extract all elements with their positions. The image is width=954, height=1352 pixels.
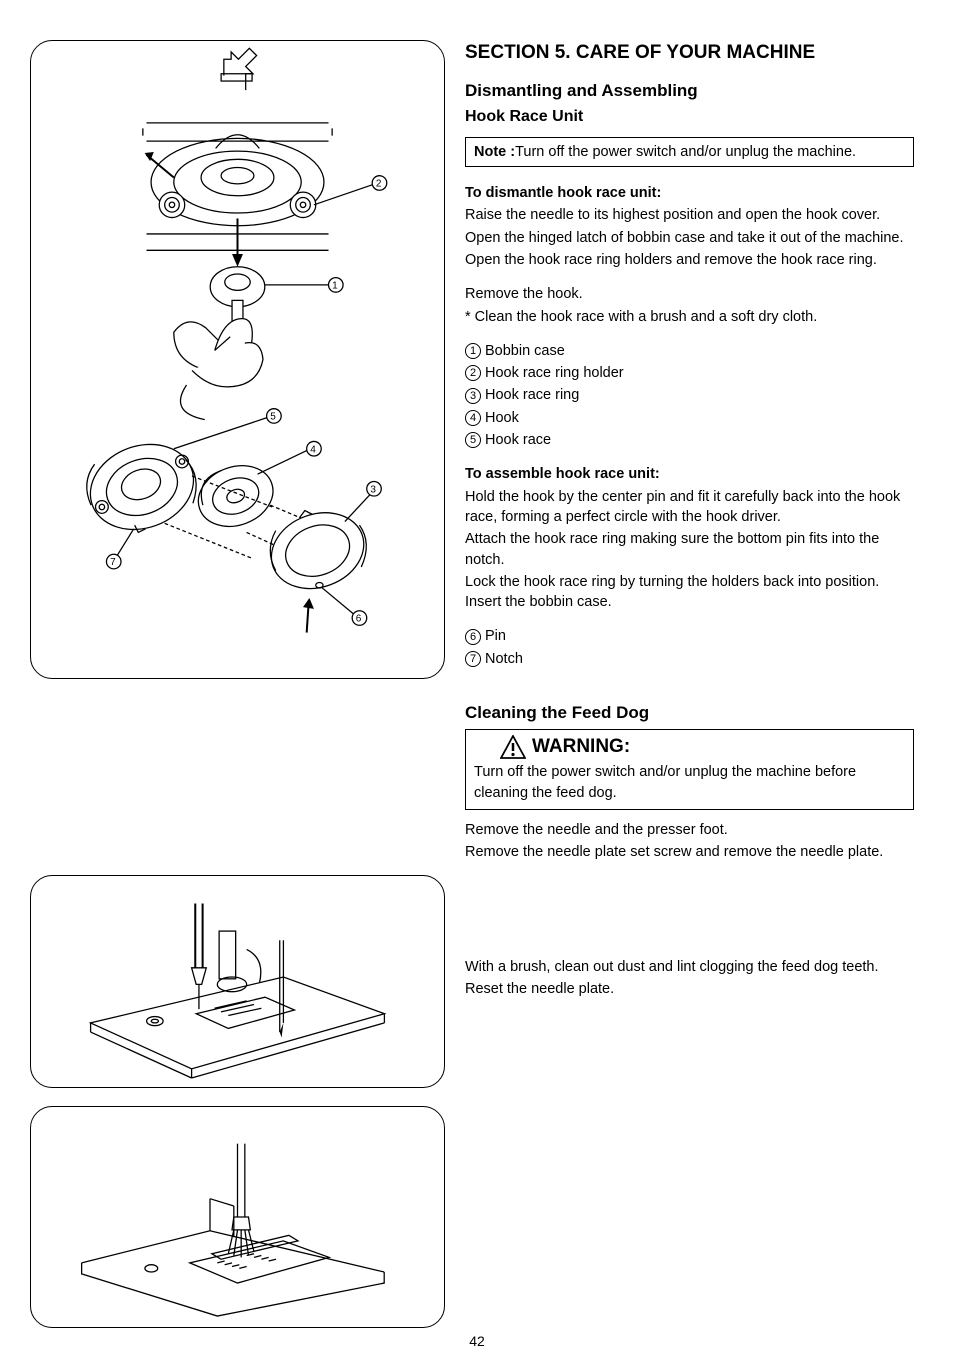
assemble-p3: Lock the hook race ring by turning the h… [465, 572, 914, 613]
warning-label: WARNING: [532, 734, 630, 761]
parts-list-1: 1Bobbin case 2Hook race ring holder 3Hoo… [465, 341, 914, 450]
dismantle-p2: Open the hinged latch of bobbin case and… [465, 228, 914, 248]
note-label: Note : [474, 144, 515, 160]
part-label-6: Pin [485, 628, 506, 644]
spacer [30, 697, 445, 857]
parts-list-2: 6Pin 7Notch [465, 626, 914, 669]
svg-text:1: 1 [332, 281, 338, 292]
cleaning-body2: With a brush, clean out dust and lint cl… [465, 957, 914, 1000]
part-num-1: 1 [465, 343, 481, 359]
dismantle-p3: Open the hook race ring holders and remo… [465, 250, 914, 270]
warning-header: WARNING: [500, 734, 905, 761]
part-row-3: 3Hook race ring [465, 385, 914, 405]
assemble-body: Hold the hook by the center pin and fit … [465, 487, 914, 613]
cleaning-p4: Reset the needle plate. [465, 979, 914, 999]
svg-text:4: 4 [310, 444, 316, 455]
part-num-3: 3 [465, 388, 481, 404]
cleaning-title: Cleaning the Feed Dog [465, 701, 914, 725]
part-label-7: Notch [485, 651, 523, 667]
cleaning-p1: Remove the needle and the presser foot. [465, 820, 914, 840]
page-layout: 2 1 [30, 40, 924, 1328]
svg-text:5: 5 [270, 412, 276, 423]
figure-brush-clean [30, 1106, 445, 1328]
assemble-p1: Hold the hook by the center pin and fit … [465, 487, 914, 528]
cleaning-body1: Remove the needle and the presser foot. … [465, 820, 914, 863]
assemble-heading: To assemble hook race unit: [465, 464, 914, 484]
part-label-3: Hook race ring [485, 387, 579, 403]
dismantle-p1: Raise the needle to its highest position… [465, 205, 914, 225]
note-box: Note :Turn off the power switch and/or u… [465, 137, 914, 167]
text-column: SECTION 5. CARE OF YOUR MACHINE Dismantl… [465, 40, 924, 1328]
figure-needle-plate [30, 875, 445, 1088]
dismantle-p5: * Clean the hook race with a brush and a… [465, 307, 914, 327]
dismantle-body2: Remove the hook. * Clean the hook race w… [465, 284, 914, 327]
part-num-4: 4 [465, 410, 481, 426]
dismantle-heading: To dismantle hook race unit: [465, 183, 914, 203]
figures-column: 2 1 [30, 40, 445, 1328]
cleaning-p3: With a brush, clean out dust and lint cl… [465, 957, 914, 977]
warning-text: Turn off the power switch and/or unplug … [474, 762, 905, 803]
diagram-needle-plate [31, 876, 444, 1087]
dismantle-p4: Remove the hook. [465, 284, 914, 304]
svg-text:6: 6 [356, 614, 362, 625]
part-label-1: Bobbin case [485, 343, 565, 359]
note-text: Turn off the power switch and/or unplug … [515, 144, 856, 160]
part-num-6: 6 [465, 629, 481, 645]
part-row-5: 5Hook race [465, 430, 914, 450]
section-title: SECTION 5. CARE OF YOUR MACHINE [465, 40, 914, 67]
heading-hook-race: Hook Race Unit [465, 106, 914, 128]
part-row-1: 1Bobbin case [465, 341, 914, 361]
part-num-5: 5 [465, 432, 481, 448]
part-num-2: 2 [465, 365, 481, 381]
svg-text:3: 3 [370, 484, 376, 495]
warning-icon [500, 735, 526, 759]
page-number: 42 [30, 1332, 924, 1352]
part-row-2: 2Hook race ring holder [465, 363, 914, 383]
part-label-4: Hook [485, 410, 519, 426]
part-num-7: 7 [465, 651, 481, 667]
part-label-2: Hook race ring holder [485, 365, 624, 381]
part-row-6: 6Pin [465, 626, 914, 646]
dismantle-body: Raise the needle to its highest position… [465, 205, 914, 270]
svg-text:7: 7 [110, 557, 116, 568]
warning-box: WARNING: Turn off the power switch and/o… [465, 729, 914, 810]
diagram-brush [31, 1107, 444, 1327]
cleaning-p2: Remove the needle plate set screw and re… [465, 842, 914, 862]
part-row-4: 4Hook [465, 408, 914, 428]
diagram-hook-race: 2 1 [31, 41, 444, 678]
figure-hook-race: 2 1 [30, 40, 445, 679]
heading-dismantling: Dismantling and Assembling [465, 79, 914, 103]
assemble-p2: Attach the hook race ring making sure th… [465, 529, 914, 570]
svg-text:2: 2 [376, 179, 382, 190]
part-label-5: Hook race [485, 432, 551, 448]
part-row-7: 7Notch [465, 649, 914, 669]
